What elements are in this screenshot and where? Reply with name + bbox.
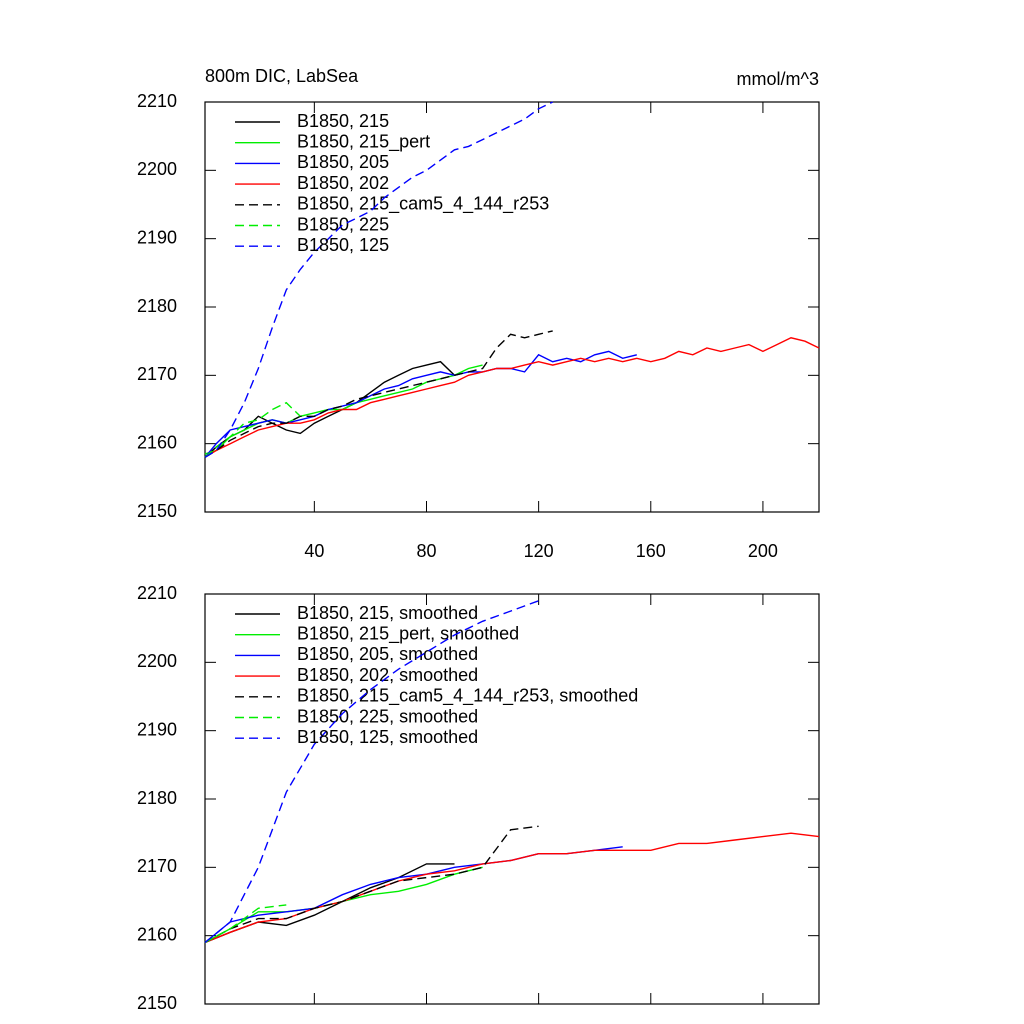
legend-label: B1850, 125 xyxy=(297,235,389,255)
x-tick-label: 40 xyxy=(304,541,324,561)
y-tick-label: 2150 xyxy=(137,993,177,1013)
y-tick-label: 2190 xyxy=(137,719,177,739)
legend-label: B1850, 202, smoothed xyxy=(297,665,478,685)
x-tick-label: 120 xyxy=(524,541,554,561)
legend-label: B1850, 215_cam5_4_144_r253, smoothed xyxy=(297,686,638,707)
legend-label: B1850, 215 xyxy=(297,111,389,131)
units-label: mmol/m^3 xyxy=(737,69,819,89)
data-line xyxy=(204,825,539,944)
data-line xyxy=(204,350,637,458)
data-line xyxy=(204,832,820,944)
data-line xyxy=(204,401,301,458)
y-tick-label: 2210 xyxy=(137,583,177,603)
legend-label: B1850, 215_cam5_4_144_r253 xyxy=(297,194,549,215)
y-tick-label: 2160 xyxy=(137,432,177,452)
x-tick-label: 200 xyxy=(748,541,778,561)
legend-label: B1850, 225, smoothed xyxy=(297,706,478,726)
x-tick-label: 80 xyxy=(416,541,436,561)
data-line xyxy=(204,846,623,944)
legend-label: B1850, 225 xyxy=(297,214,389,234)
data-line xyxy=(204,904,287,944)
y-tick-label: 2160 xyxy=(137,924,177,944)
y-tick-label: 2180 xyxy=(137,296,177,316)
y-tick-label: 2190 xyxy=(137,227,177,247)
data-line xyxy=(204,330,553,458)
legend-label: B1850, 205, smoothed xyxy=(297,644,478,664)
legend-label: B1850, 215_pert xyxy=(297,131,430,152)
y-tick-label: 2200 xyxy=(137,159,177,179)
y-tick-label: 2200 xyxy=(137,651,177,671)
y-tick-label: 2210 xyxy=(137,91,177,111)
data-line xyxy=(204,866,483,944)
legend-label: B1850, 125, smoothed xyxy=(297,727,478,747)
y-tick-label: 2170 xyxy=(137,364,177,384)
x-tick-label: 160 xyxy=(636,541,666,561)
legend-label: B1850, 215, smoothed xyxy=(297,603,478,623)
chart-title: 800m DIC, LabSea xyxy=(205,66,359,86)
y-tick-label: 2180 xyxy=(137,788,177,808)
data-line xyxy=(204,600,539,944)
y-tick-label: 2170 xyxy=(137,856,177,876)
legend-label: B1850, 202 xyxy=(297,173,389,193)
data-line xyxy=(204,337,820,458)
legend-label: B1850, 205 xyxy=(297,152,389,172)
legend-label: B1850, 215_pert, smoothed xyxy=(297,623,519,644)
y-tick-label: 2150 xyxy=(137,501,177,521)
data-line xyxy=(204,101,554,458)
